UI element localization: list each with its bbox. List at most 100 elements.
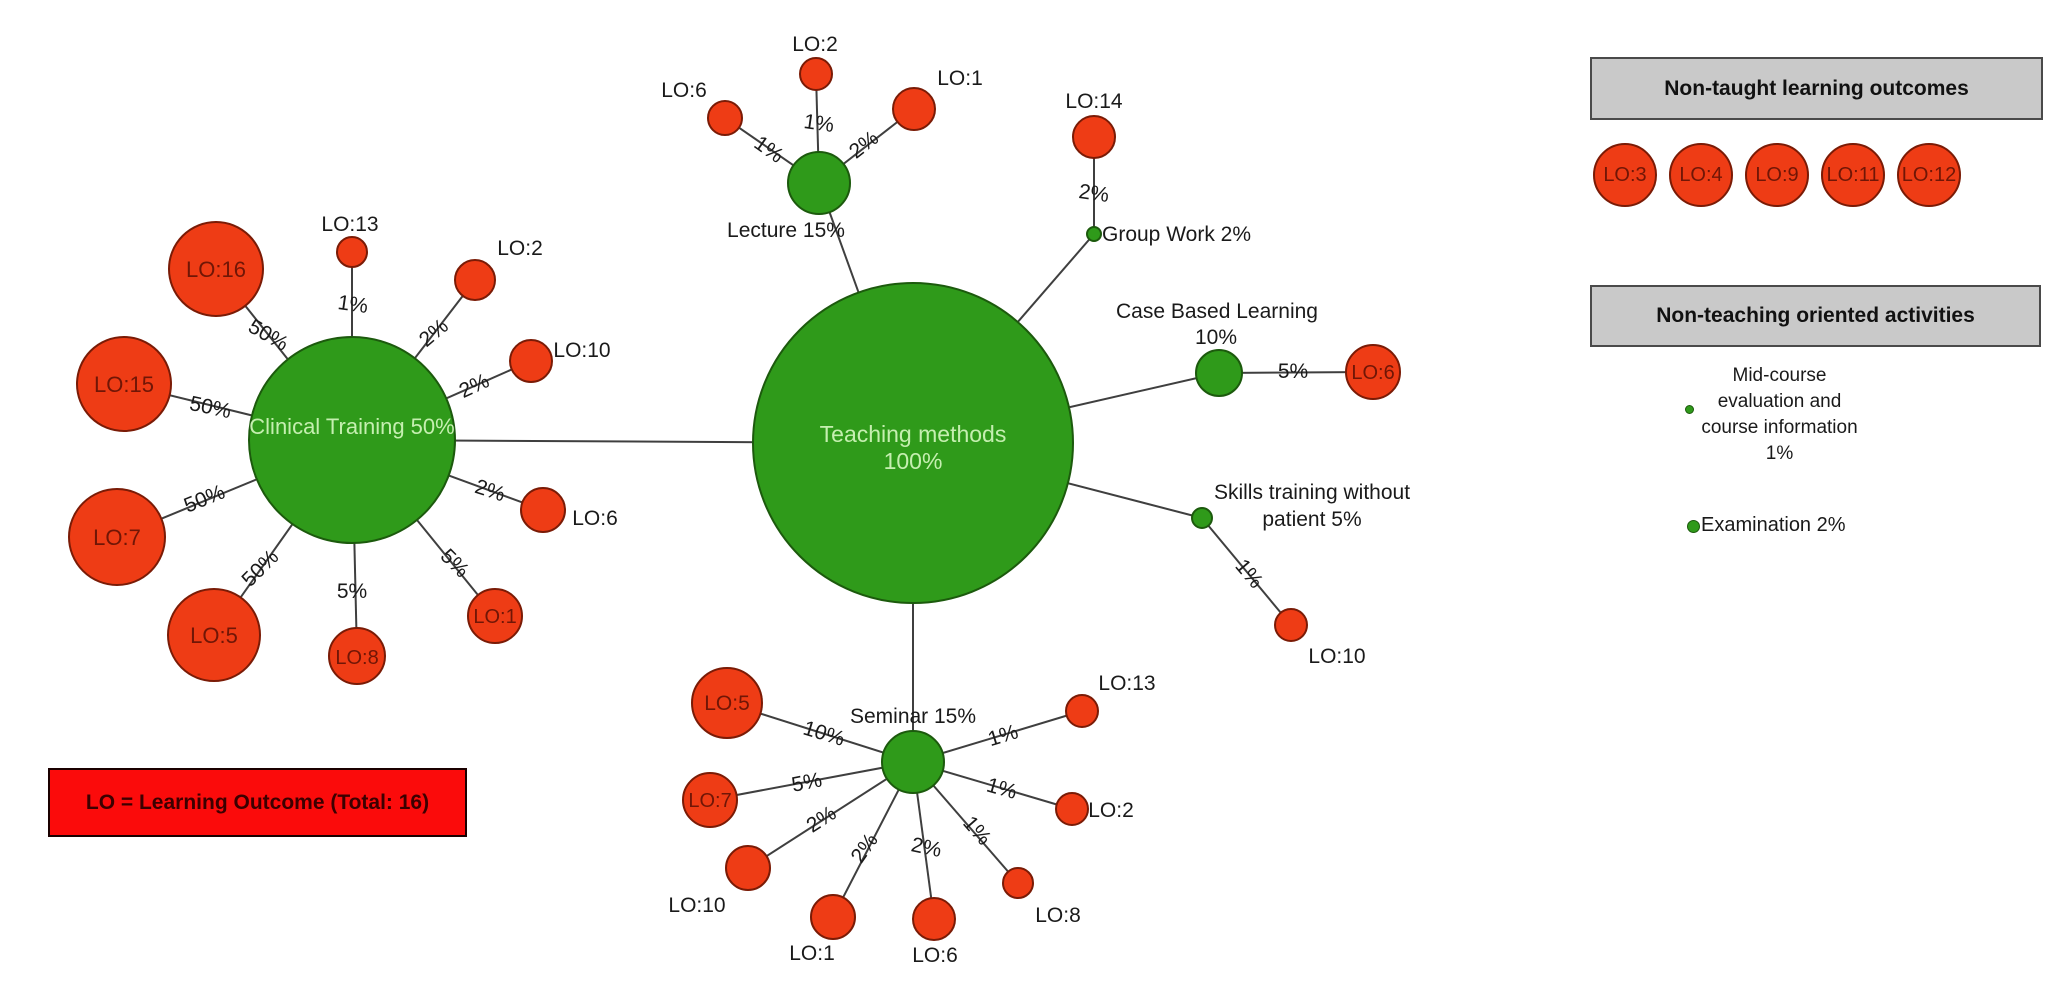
edge-weight: 1% bbox=[985, 720, 1021, 751]
edge-line bbox=[709, 761, 914, 801]
node-clinical-training bbox=[248, 336, 456, 544]
edge-weight: 1% bbox=[336, 291, 369, 318]
edge-weight: 50% bbox=[237, 545, 283, 591]
node-lo6-seminar bbox=[912, 897, 956, 941]
method-label-lecture: Lecture 15% bbox=[727, 219, 845, 242]
node-lo14-groupwork bbox=[1072, 115, 1116, 159]
node-seminar bbox=[881, 730, 945, 794]
method-label-cbl: Case Based Learning bbox=[1116, 300, 1318, 323]
node-lo15-clinical bbox=[76, 336, 172, 432]
node-label-lo7-seminar: LO:7 bbox=[688, 790, 731, 812]
legend-circle-label: LO:3 bbox=[1603, 163, 1647, 186]
node-label-lo8-seminar: LO:8 bbox=[1035, 904, 1081, 927]
examination-label: Examination 2% bbox=[1701, 514, 1846, 536]
node-lo1-clinical bbox=[467, 588, 523, 644]
legend-non-taught-header: Non-taught learning outcomes bbox=[1590, 57, 2043, 120]
edge-weight: 2% bbox=[847, 829, 883, 867]
edge-weight: 2% bbox=[472, 475, 508, 506]
edge-weight: 2% bbox=[802, 802, 840, 838]
node-lo6-clinical bbox=[520, 487, 566, 533]
legend-note-box: LO = Learning Outcome (Total: 16) bbox=[48, 768, 467, 837]
midcourse-label: Mid-course evaluation and course informa… bbox=[1669, 363, 1890, 467]
node-label-lo1-seminar: LO:1 bbox=[789, 942, 835, 965]
node-lo7-seminar bbox=[682, 772, 738, 828]
node-lo13-seminar bbox=[1065, 694, 1099, 728]
node-label-lo5: LO:5 bbox=[190, 623, 238, 648]
node-teaching-methods bbox=[752, 282, 1074, 604]
method-label-seminar: Seminar 15% bbox=[850, 705, 976, 728]
edge-weight: 1% bbox=[802, 110, 835, 137]
edge-weight: 1% bbox=[984, 774, 1020, 804]
edge-weight: 2% bbox=[909, 833, 943, 862]
midcourse-line: Mid-course bbox=[1732, 365, 1827, 386]
edge-line bbox=[1201, 517, 1292, 626]
edge-weight: 2% bbox=[1077, 180, 1110, 207]
node-label-lo2-seminar: LO:2 bbox=[1088, 799, 1134, 822]
node-label-lo8-clinical: LO:8 bbox=[335, 647, 378, 669]
edge-weight: 2% bbox=[415, 314, 453, 351]
method-label-groupwork: Group Work 2% bbox=[1102, 223, 1251, 246]
legend-circle-label: LO:12 bbox=[1901, 163, 1957, 186]
node-lo7-clinical bbox=[68, 488, 166, 586]
node-label-lo14: LO:14 bbox=[1065, 90, 1123, 113]
node-label-lo5-seminar: LO:5 bbox=[704, 692, 750, 715]
legend-circle-lo3: LO:3 bbox=[1593, 143, 1657, 207]
method-label-clinical: Clinical Training 50% bbox=[249, 414, 454, 439]
legend-non-taught-title: Non-taught learning outcomes bbox=[1664, 76, 1969, 100]
edge-weight: 50% bbox=[187, 392, 233, 423]
node-lo13-clinical bbox=[336, 236, 368, 268]
node-label-lo2-clinical: LO:2 bbox=[497, 237, 543, 260]
edge-weight: 2% bbox=[456, 369, 493, 403]
node-lecture bbox=[787, 151, 851, 215]
midcourse-line: evaluation and bbox=[1717, 391, 1842, 412]
edge-weight: 1% bbox=[1230, 555, 1267, 593]
node-label-lo13-seminar: LO:13 bbox=[1098, 672, 1155, 695]
node-label-lo10-clinical: LO:10 bbox=[553, 339, 610, 362]
node-label-lo10-seminar: LO:10 bbox=[668, 894, 725, 917]
midcourse-dot-icon bbox=[1685, 405, 1694, 414]
node-label-lo6-clinical: LO:6 bbox=[572, 507, 618, 530]
legend-non-taught-circles: LO:3 LO:4 LO:9 LO:11 LO:12 bbox=[1593, 143, 1961, 207]
node-lo6-lecture bbox=[707, 100, 743, 136]
legend-activities-title: Non-teaching oriented activities bbox=[1656, 304, 1975, 327]
node-label-lo2-lecture: LO:2 bbox=[792, 33, 838, 56]
node-label-lo13-clinical: LO:13 bbox=[321, 213, 378, 236]
midcourse-line: 1% bbox=[1765, 443, 1794, 464]
node-lo10-clinical bbox=[509, 339, 553, 383]
edge-weight: 1% bbox=[750, 132, 788, 168]
legend-circle-label: LO:11 bbox=[1826, 163, 1880, 186]
node-label-lo16: LO:16 bbox=[186, 257, 246, 282]
legend-activities-header: Non-teaching oriented activities bbox=[1590, 285, 2041, 347]
node-lo8-clinical bbox=[328, 627, 386, 685]
legend-circle-label: LO:4 bbox=[1679, 163, 1723, 186]
legend-circle-lo9: LO:9 bbox=[1745, 143, 1809, 207]
method-label-skills: Skills training without patient 5% bbox=[1214, 481, 1410, 531]
node-lo1-lecture bbox=[892, 87, 936, 131]
legend-note-text: LO = Learning Outcome (Total: 16) bbox=[85, 790, 430, 814]
legend-circle-label: LO:9 bbox=[1755, 163, 1799, 186]
node-label-lo6-cbl: LO:6 bbox=[1351, 362, 1394, 384]
node-group-work bbox=[1086, 226, 1102, 242]
node-lo2-seminar bbox=[1055, 792, 1089, 826]
node-lo5-clinical bbox=[167, 588, 261, 682]
edge-weight: 5% bbox=[1278, 360, 1308, 383]
node-case-based-learning bbox=[1195, 349, 1243, 397]
node-label-lo1-lecture: LO:1 bbox=[937, 67, 983, 90]
edge-weight: 5% bbox=[337, 580, 367, 603]
edge-weight: 1% bbox=[958, 812, 995, 850]
edge-weight: 5% bbox=[790, 768, 824, 796]
edge-weight: 50% bbox=[244, 315, 292, 356]
edge-weight: 50% bbox=[181, 480, 229, 517]
examination-dot-icon bbox=[1687, 520, 1700, 533]
node-lo8-seminar bbox=[1002, 867, 1034, 899]
node-lo16-clinical bbox=[168, 221, 264, 317]
node-label-lo15: LO:15 bbox=[94, 372, 154, 397]
node-lo6-cbl bbox=[1345, 344, 1401, 400]
node-lo5-seminar bbox=[691, 667, 763, 739]
edge-line bbox=[747, 761, 914, 869]
legend-circle-lo12: LO:12 bbox=[1897, 143, 1961, 207]
node-skills-training bbox=[1191, 507, 1213, 529]
node-label-lo6-seminar: LO:6 bbox=[912, 944, 958, 967]
